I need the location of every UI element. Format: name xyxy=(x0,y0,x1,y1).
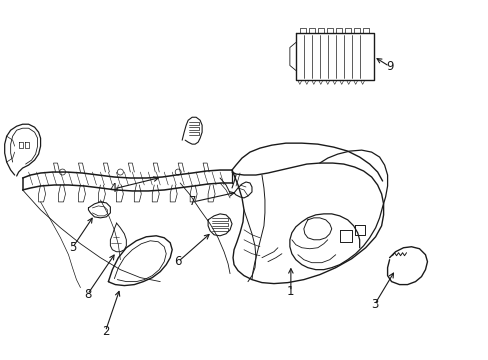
Text: 4: 4 xyxy=(109,183,117,195)
Text: 5: 5 xyxy=(69,241,76,254)
Text: 7: 7 xyxy=(189,195,197,208)
Text: 9: 9 xyxy=(385,60,392,73)
Text: 6: 6 xyxy=(174,255,182,268)
Text: 1: 1 xyxy=(286,285,294,298)
Text: 3: 3 xyxy=(370,298,378,311)
Text: 8: 8 xyxy=(83,288,91,301)
Text: 2: 2 xyxy=(102,325,109,338)
